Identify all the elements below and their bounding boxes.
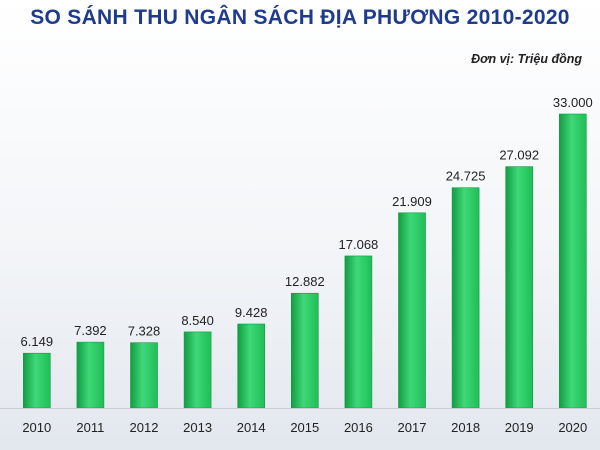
value-label-2017: 21.909 [392,194,432,209]
value-label-2015: 12.882 [285,274,325,289]
value-label-2011: 7.392 [74,323,107,338]
x-tick-2019: 2019 [505,420,534,435]
bar-2014 [237,323,265,409]
value-label-2014: 9.428 [235,305,268,320]
bar-2018 [451,187,480,409]
value-label-2013: 8.540 [181,313,214,328]
value-label-2010: 6.149 [21,334,54,349]
bar-2011 [76,341,105,409]
chart-title: SO SÁNH THU NGÂN SÁCH ĐỊA PHƯƠNG 2010-20… [30,6,570,29]
bar-2019 [505,166,534,409]
x-tick-2012: 2012 [130,420,159,435]
value-label-2019: 27.092 [499,148,539,163]
data-labels: 6.149 7.392 7.328 8.540 9.428 12.882 17.068 21.… [21,95,593,349]
bar-series [22,113,587,409]
x-tick-2014: 2014 [237,420,266,435]
unit-label: Đơn vị: Triệu đồng [471,52,582,66]
bar-2012 [130,342,158,409]
x-tick-2015: 2015 [290,420,319,435]
bar-2016 [344,255,373,409]
x-tick-2016: 2016 [344,420,373,435]
bar-2015 [290,292,319,409]
bar-2020 [558,113,587,409]
bar-2013 [183,331,212,409]
value-label-2016: 17.068 [339,237,379,252]
x-tick-2017: 2017 [398,420,427,435]
x-tick-2020: 2020 [558,420,587,435]
value-label-2018: 24.725 [446,169,486,184]
value-label-2020: 33.000 [553,95,593,110]
x-tick-2011: 2011 [76,420,104,435]
x-tick-2010: 2010 [22,420,51,435]
x-axis-ticks: 2010 2011 2012 2013 2014 2015 2016 2017 2018 2019… [22,420,587,435]
x-tick-2018: 2018 [451,420,480,435]
bar-2017 [398,212,426,409]
x-tick-2013: 2013 [183,420,212,435]
value-label-2012: 7.328 [128,324,161,339]
bar-2010 [22,352,51,409]
